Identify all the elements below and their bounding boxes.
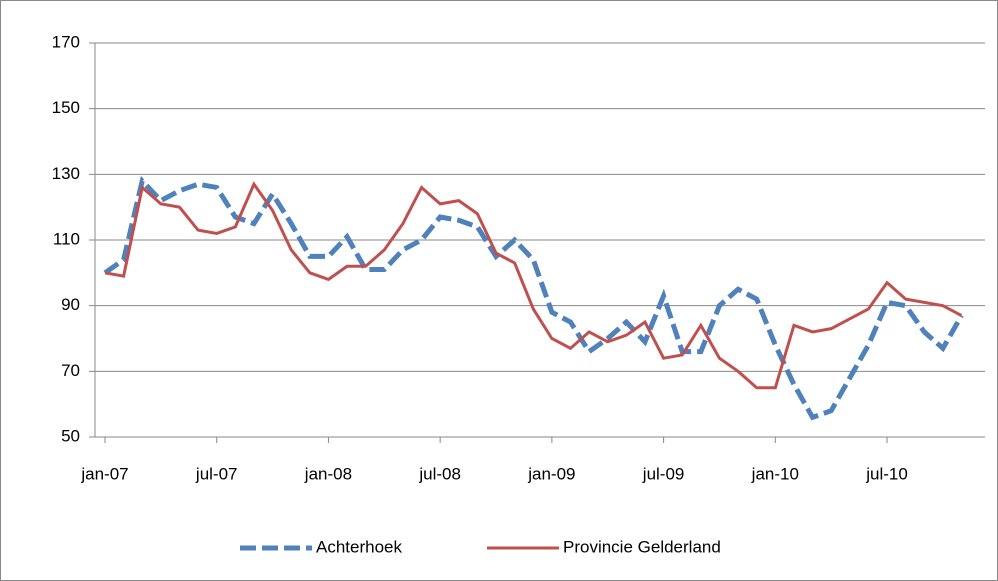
x-tick-label: jan-09 [527,464,575,483]
x-tick-label: jul-07 [195,464,238,483]
y-tick-label: 90 [61,295,80,314]
y-tick-label: 170 [52,32,80,51]
x-tick-label: jul-08 [418,464,461,483]
legend-label: Provincie Gelderland [563,537,721,556]
y-tick-label: 70 [61,361,80,380]
legend-label: Achterhoek [316,537,402,556]
y-tick-label: 130 [52,164,80,183]
y-tick-label: 50 [61,426,80,445]
x-tick-label: jul-10 [865,464,908,483]
y-tick-label: 150 [52,98,80,117]
x-tick-label: jan-10 [751,464,799,483]
series-line [104,181,963,390]
x-tick-label: jan-07 [80,464,128,483]
x-tick-label: jan-08 [304,464,352,483]
x-tick-label: jul-09 [642,464,685,483]
y-tick-label: 110 [53,229,80,248]
